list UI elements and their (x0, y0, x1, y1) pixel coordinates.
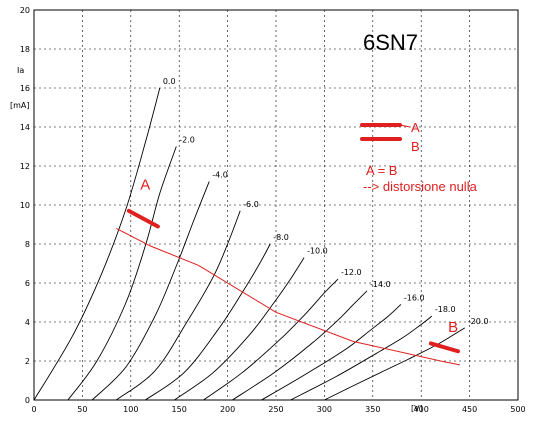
x-tick-label: 100 (123, 405, 138, 414)
x-tick-label: 500 (510, 405, 525, 414)
plate-curve (116, 210, 241, 401)
x-tick-label: 300 (317, 405, 332, 414)
annotation-distortion: --> distorsione nulla (363, 179, 478, 194)
curve-label: -16.0 (404, 293, 425, 302)
plate-curve (324, 327, 466, 401)
x-tick-label: 200 (220, 405, 235, 414)
y-tick-label: 18 (20, 45, 30, 54)
chart-title: 6SN7 (363, 30, 418, 55)
curve-label: -2.0 (179, 136, 195, 145)
tick-labels: 0 50 100 150 200 250 300 350 400 450 500 0 2 4 6 8 10 12 1… (20, 6, 526, 414)
legend-connector-a (399, 124, 411, 128)
plate-curve (232, 290, 368, 401)
plate-curve (33, 87, 161, 401)
marker-a-label: A (140, 176, 150, 193)
y-tick-label: 16 (20, 84, 30, 93)
plate-curve (290, 315, 433, 401)
marker-b-label: B (448, 319, 458, 336)
x-tick-label: 450 (462, 405, 477, 414)
y-axis-label: Ia (17, 66, 24, 75)
grid (34, 10, 518, 400)
curve-label: 0.0 (163, 77, 176, 86)
x-axis-label: [V] (411, 404, 423, 413)
plate-curve (174, 257, 305, 401)
y-tick-label: 0 (25, 396, 30, 405)
distortion-markers: AB (126, 176, 460, 354)
x-tick-label: 0 (31, 405, 36, 414)
plate-curve (145, 243, 271, 401)
curve-label: -14.0 (370, 280, 391, 289)
y-tick-label: 10 (20, 201, 30, 210)
legend: A B A = B --> distorsione nulla (360, 120, 478, 194)
plot-frame (33, 9, 519, 401)
legend-label-a: A (411, 120, 420, 135)
y-tick-label: 14 (20, 123, 30, 132)
marker-a-segment (126, 208, 160, 229)
y-tick-label: 6 (25, 279, 30, 288)
curve-label: -20.0 (468, 317, 489, 326)
marker-b-segment (428, 341, 460, 354)
grid-voltage-curves (33, 87, 466, 401)
curve-labels: 0.0 -2.0 -4.0 -6.0 -8.0 -10.0 -12.0 -14.0 -16.0 -… (163, 77, 489, 326)
load-line (116, 227, 460, 366)
axes (33, 9, 519, 401)
curve-label: -6.0 (243, 200, 259, 209)
curve-label: -10.0 (307, 247, 328, 256)
curve-label: -8.0 (273, 233, 289, 242)
plate-curve (91, 181, 210, 401)
plate-curve (261, 304, 402, 401)
y-axis-unit: [mA] (10, 101, 30, 110)
x-tick-label: 350 (365, 405, 380, 414)
plate-curve (203, 278, 339, 401)
y-tick-label: 4 (25, 318, 30, 327)
y-tick-label: 12 (20, 162, 30, 171)
plate-curve (67, 146, 177, 401)
x-tick-label: 50 (77, 405, 87, 414)
legend-label-b: B (411, 139, 420, 154)
y-tick-label: 2 (25, 357, 30, 366)
load-line-layer (116, 227, 460, 366)
annotation-equality: A = B (366, 163, 397, 178)
x-tick-label: 250 (268, 405, 283, 414)
curve-label: -4.0 (212, 171, 228, 180)
curve-label: -18.0 (435, 305, 456, 314)
x-tick-label: 150 (172, 405, 187, 414)
y-tick-label: 20 (20, 6, 30, 15)
curve-label: -12.0 (341, 268, 362, 277)
x-tick-label: 400 (414, 405, 429, 414)
y-tick-label: 8 (25, 240, 30, 249)
